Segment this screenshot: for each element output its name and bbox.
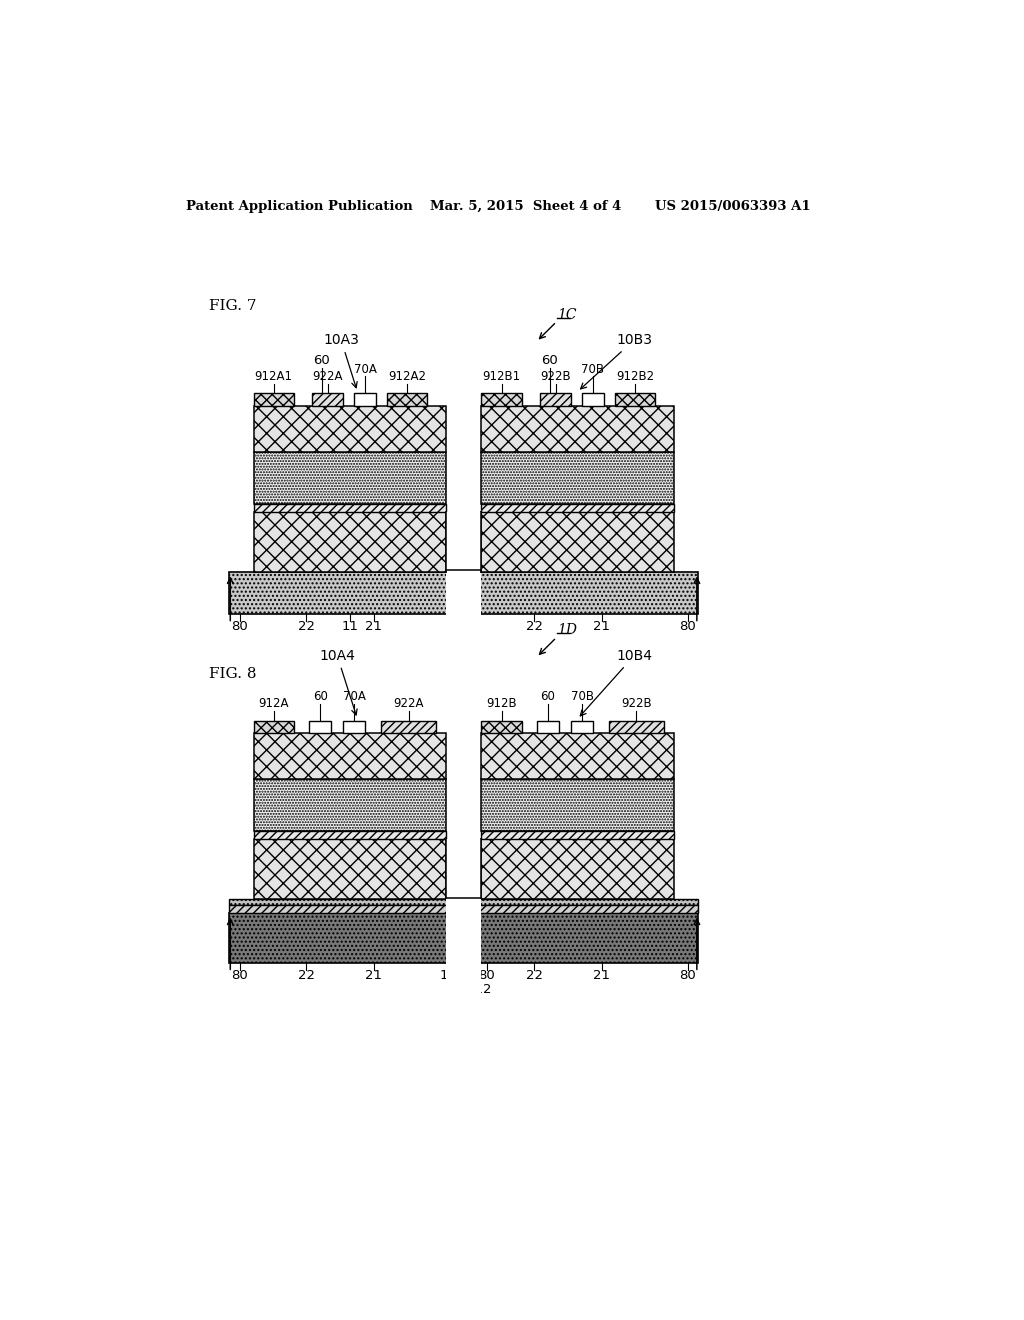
Text: 912B: 912B: [486, 697, 517, 710]
Text: 80: 80: [679, 620, 696, 634]
Bar: [481, 832, 674, 840]
Text: 912A2: 912A2: [388, 370, 426, 383]
Text: 80: 80: [456, 620, 472, 634]
Text: 1D: 1D: [557, 623, 577, 636]
Text: 21: 21: [366, 969, 382, 982]
Bar: [481, 779, 674, 832]
Bar: [228, 572, 698, 614]
Text: 912A: 912A: [258, 697, 289, 710]
Text: 10A4: 10A4: [319, 648, 357, 715]
Text: 80: 80: [679, 969, 696, 982]
Text: 922B: 922B: [541, 370, 571, 383]
Text: Patent Application Publication: Patent Application Publication: [186, 199, 413, 213]
Text: 80: 80: [478, 969, 496, 982]
Bar: [228, 906, 698, 913]
Text: 60: 60: [542, 354, 558, 367]
Bar: [228, 899, 698, 906]
Bar: [445, 840, 481, 1018]
Text: 60: 60: [541, 690, 555, 702]
Bar: [343, 721, 366, 733]
Text: 70B: 70B: [582, 363, 604, 376]
Bar: [614, 393, 655, 405]
Bar: [354, 393, 376, 405]
Bar: [254, 512, 445, 572]
Text: 922A: 922A: [312, 370, 343, 383]
Bar: [254, 451, 445, 504]
Text: 80: 80: [231, 969, 248, 982]
Bar: [609, 721, 664, 733]
Text: Mar. 5, 2015  Sheet 4 of 4: Mar. 5, 2015 Sheet 4 of 4: [430, 199, 622, 213]
Bar: [541, 393, 571, 405]
Text: 70A: 70A: [353, 363, 377, 376]
Text: 922A: 922A: [393, 697, 424, 710]
Text: 60: 60: [312, 690, 328, 702]
Text: 22: 22: [525, 969, 543, 982]
Text: FIG. 7: FIG. 7: [209, 300, 257, 313]
Bar: [228, 913, 698, 964]
Text: 111: 111: [439, 969, 465, 982]
Bar: [254, 840, 445, 899]
Bar: [254, 832, 445, 840]
Text: 1C: 1C: [557, 308, 577, 322]
Bar: [583, 393, 604, 405]
Bar: [481, 405, 674, 451]
Bar: [571, 721, 593, 733]
Text: 22: 22: [298, 620, 314, 634]
Text: 22: 22: [298, 969, 314, 982]
Bar: [312, 393, 343, 405]
Text: 912B1: 912B1: [482, 370, 520, 383]
Bar: [481, 733, 674, 779]
Bar: [254, 721, 294, 733]
Bar: [445, 512, 481, 690]
Text: 21: 21: [593, 620, 610, 634]
Text: 11: 11: [341, 620, 358, 634]
Text: US 2015/0063393 A1: US 2015/0063393 A1: [655, 199, 811, 213]
Bar: [481, 451, 674, 504]
Text: 10B4: 10B4: [581, 648, 652, 715]
Text: 912B2: 912B2: [615, 370, 654, 383]
Bar: [254, 779, 445, 832]
Bar: [538, 721, 559, 733]
Text: 22: 22: [525, 620, 543, 634]
Bar: [481, 504, 674, 512]
Bar: [254, 393, 294, 405]
Bar: [309, 721, 331, 733]
Text: 11D: 11D: [450, 995, 477, 1008]
Bar: [481, 840, 674, 899]
Text: 21: 21: [593, 969, 610, 982]
Text: 10A3: 10A3: [324, 333, 359, 388]
Bar: [381, 721, 435, 733]
Bar: [481, 393, 521, 405]
Text: 10B3: 10B3: [581, 333, 652, 389]
Text: 922B: 922B: [622, 697, 651, 710]
Bar: [254, 405, 445, 451]
Text: 912A1: 912A1: [255, 370, 293, 383]
Bar: [481, 721, 521, 733]
Text: 60: 60: [313, 354, 330, 367]
Bar: [254, 733, 445, 779]
Text: 70A: 70A: [343, 690, 366, 702]
Text: 80: 80: [231, 620, 248, 634]
Bar: [387, 393, 427, 405]
Bar: [254, 504, 445, 512]
Text: FIG. 8: FIG. 8: [209, 668, 257, 681]
Text: 112: 112: [466, 982, 492, 995]
Bar: [481, 512, 674, 572]
Text: 70B: 70B: [570, 690, 594, 702]
Text: 21: 21: [366, 620, 382, 634]
